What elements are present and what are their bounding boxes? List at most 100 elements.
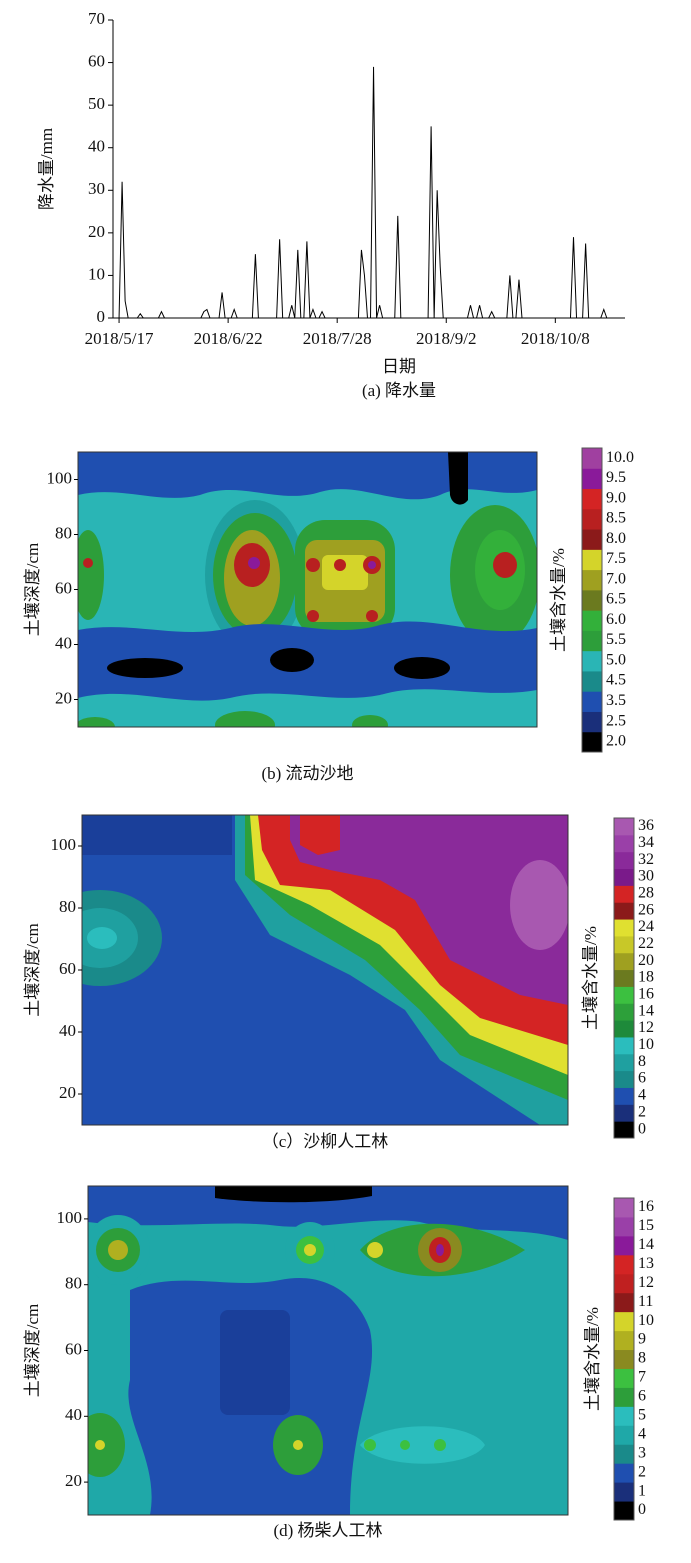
colorbar-swatch bbox=[614, 1036, 634, 1055]
colorbar-swatch bbox=[614, 969, 634, 987]
colorbar-swatch bbox=[614, 1425, 634, 1445]
caption: (a) 降水量 bbox=[362, 381, 436, 400]
y-tick-label: 60 bbox=[59, 959, 76, 978]
colorbar-swatch bbox=[614, 834, 634, 853]
colorbar-swatch bbox=[614, 1387, 634, 1407]
colorbar-swatch bbox=[614, 1406, 634, 1426]
colorbar-label: 7.0 bbox=[606, 570, 626, 587]
y-tick-label: 40 bbox=[88, 137, 105, 156]
colorbar-label: 4.5 bbox=[606, 672, 626, 689]
colorbar-swatch bbox=[614, 1053, 634, 1072]
colorbar-swatch bbox=[614, 1254, 634, 1275]
colorbar-label: 6.0 bbox=[606, 611, 626, 628]
colorbar-swatch bbox=[614, 1330, 634, 1351]
colorbar-label: 1 bbox=[638, 1482, 646, 1499]
x-tick-label: 2018/6/22 bbox=[194, 329, 263, 348]
colorbar-swatch bbox=[614, 1463, 634, 1483]
colorbar-swatch bbox=[614, 1235, 634, 1256]
colorbar-swatch bbox=[614, 1216, 634, 1237]
x-axis-title: 日期 bbox=[382, 357, 416, 376]
colorbar-swatch bbox=[614, 1482, 634, 1502]
colorbar-label: 28 bbox=[638, 884, 654, 901]
colorbar-swatch bbox=[582, 488, 602, 510]
colorbar-label: 0 bbox=[638, 1501, 646, 1518]
colorbar-label: 18 bbox=[638, 969, 654, 986]
colorbar-label: 16 bbox=[638, 986, 654, 1003]
colorbar-label: 8 bbox=[638, 1350, 646, 1367]
colorbar-swatch bbox=[614, 902, 634, 920]
x-tick-label: 2018/7/28 bbox=[303, 329, 372, 348]
colorbar-label: 24 bbox=[638, 918, 654, 935]
colorbar-swatch bbox=[614, 1020, 634, 1038]
colorbar-label: 36 bbox=[638, 817, 654, 834]
colorbar-frame bbox=[613, 817, 635, 1139]
y-axis-title: 土壤深度/cm bbox=[22, 543, 42, 637]
colorbar-label: 14 bbox=[638, 1236, 654, 1253]
colorbar-label: 5.5 bbox=[606, 631, 626, 648]
colorbar-swatch bbox=[614, 935, 634, 954]
y-tick-label: 40 bbox=[55, 633, 72, 652]
colorbar-label: 6.5 bbox=[606, 591, 626, 608]
colorbar-label: 8.5 bbox=[606, 510, 626, 527]
x-tick-label: 2018/5/17 bbox=[85, 329, 154, 348]
y-tick-label: 80 bbox=[65, 1274, 82, 1293]
y-tick-label: 10 bbox=[88, 264, 105, 283]
colorbar-label: 9 bbox=[638, 1331, 646, 1348]
colorbar-swatch bbox=[582, 670, 602, 692]
colorbar-swatch bbox=[614, 952, 634, 971]
colorbar-label: 30 bbox=[638, 868, 654, 885]
colorbar-label: 9.0 bbox=[606, 489, 626, 506]
colorbar-label: 8.0 bbox=[606, 530, 626, 547]
colorbar-swatch bbox=[582, 589, 602, 611]
precipitation-line bbox=[113, 66, 625, 319]
colorbar-swatch bbox=[614, 1104, 634, 1122]
colorbar-swatch bbox=[582, 630, 602, 652]
colorbar-swatch bbox=[582, 691, 602, 712]
colorbar-swatch bbox=[614, 885, 634, 903]
y-tick-label: 80 bbox=[59, 897, 76, 916]
colorbar-swatch bbox=[614, 1444, 634, 1464]
colorbar-label: 10 bbox=[638, 1036, 654, 1053]
y-axis-title: 土壤深度/cm bbox=[22, 923, 42, 1017]
colorbar-title: 土壤含水量/% bbox=[580, 926, 600, 1030]
colorbar-label: 34 bbox=[638, 834, 654, 851]
colorbar-swatch bbox=[614, 851, 634, 870]
y-tick-label: 40 bbox=[65, 1405, 82, 1424]
colorbar-label: 2 bbox=[638, 1103, 646, 1120]
caption: （c）沙柳人工林 bbox=[262, 1132, 389, 1151]
colorbar-label: 22 bbox=[638, 935, 654, 952]
colorbar-label: 8 bbox=[638, 1053, 646, 1070]
colorbar-label: 2.0 bbox=[606, 733, 626, 750]
colorbar-label: 6 bbox=[638, 1070, 646, 1087]
colorbar-swatch bbox=[614, 1311, 634, 1332]
x-tick-label: 2018/9/2 bbox=[416, 329, 476, 348]
contour-field bbox=[78, 452, 537, 727]
colorbar-swatch bbox=[582, 549, 602, 571]
colorbar-swatch bbox=[582, 448, 602, 469]
colorbar-label: 26 bbox=[638, 901, 654, 918]
colorbar-label: 16 bbox=[638, 1198, 654, 1215]
colorbar-label: 7 bbox=[638, 1369, 646, 1386]
y-tick-label: 50 bbox=[88, 94, 105, 113]
colorbar-label: 9.5 bbox=[606, 469, 626, 486]
y-tick-label: 20 bbox=[88, 222, 105, 241]
colorbar-swatch bbox=[614, 986, 634, 1004]
colorbar-swatch bbox=[614, 1273, 634, 1294]
colorbar-swatch bbox=[614, 1003, 634, 1021]
caption: (d) 杨柴人工林 bbox=[273, 1521, 382, 1540]
colorbar-swatch bbox=[614, 1198, 634, 1218]
colorbar-label: 2 bbox=[638, 1463, 646, 1480]
colorbar-swatch bbox=[614, 868, 634, 886]
y-tick-label: 100 bbox=[57, 1208, 83, 1227]
colorbar-label: 10.0 bbox=[606, 449, 634, 466]
colorbar-swatch bbox=[582, 569, 602, 591]
colorbar-label: 4 bbox=[638, 1087, 646, 1104]
colorbar-label: 0 bbox=[638, 1120, 646, 1137]
caption: (b) 流动沙地 bbox=[261, 764, 353, 783]
colorbar-swatch bbox=[614, 1501, 634, 1521]
y-axis-title: 降水量/mm bbox=[37, 128, 56, 210]
y-tick-label: 60 bbox=[55, 578, 72, 597]
colorbar: 2.0 2.5 3.5 4.5 5.0 5.5 6.0 6.5 7.0 7.5 8.0 8.5 9.0 9… bbox=[581, 447, 634, 753]
